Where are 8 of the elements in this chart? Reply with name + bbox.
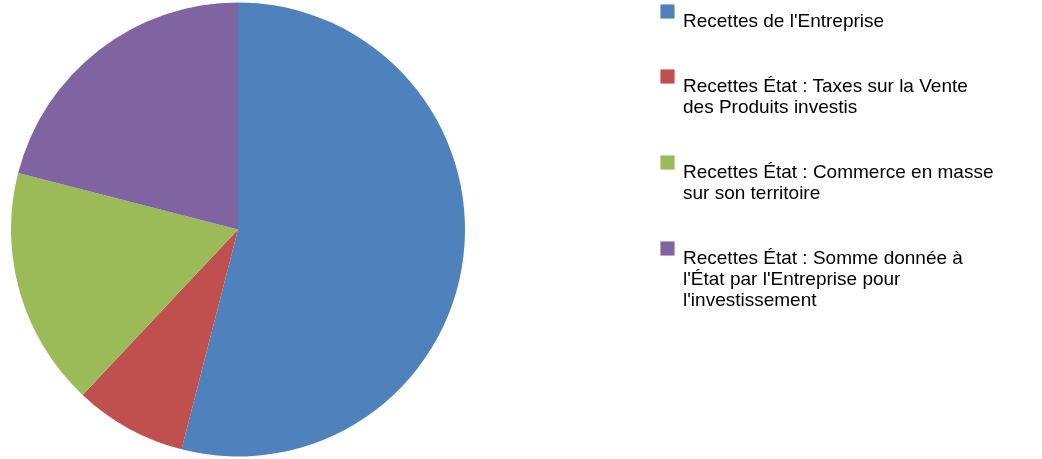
legend-label: Recettes État : Commerce en masse sur son territoire bbox=[683, 160, 994, 203]
pie-slice bbox=[181, 2, 465, 457]
legend-label: Recettes État : Taxes sur la Vente des Produits investis bbox=[683, 74, 968, 117]
pie-slice bbox=[18, 2, 238, 230]
legend-label: Recettes État : Somme donnée à l'État par l'Entreprise pour l'investissement bbox=[683, 246, 964, 310]
legend-label: Recettes de l'Entreprise bbox=[683, 9, 885, 31]
pie-slice bbox=[82, 229, 238, 450]
pie-slice bbox=[11, 173, 238, 395]
